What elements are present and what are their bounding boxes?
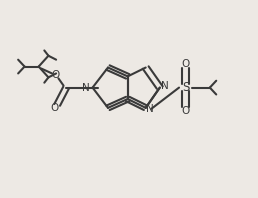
Text: N: N [147, 104, 154, 114]
Text: O: O [181, 59, 190, 69]
Text: N: N [160, 81, 168, 91]
Text: O: O [51, 103, 59, 113]
Text: N: N [82, 83, 90, 93]
Text: S: S [182, 81, 189, 94]
Text: O: O [181, 106, 190, 116]
Text: O: O [52, 70, 60, 80]
